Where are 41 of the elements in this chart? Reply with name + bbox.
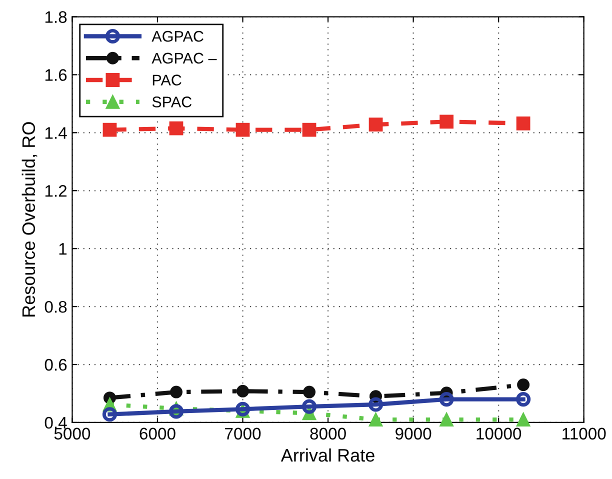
- point: [168, 404, 184, 419]
- x-tick-label: 10000: [476, 428, 522, 440]
- y-tick-label: 0.8: [44, 300, 67, 313]
- legend-label: SPAC: [152, 96, 192, 108]
- point: [303, 386, 316, 398]
- point: [368, 412, 383, 427]
- point: [302, 122, 316, 137]
- y-tick-label: 1.2: [45, 185, 67, 197]
- x-tick-label: 11000: [562, 428, 606, 440]
- legend-label: AGPAC: [152, 30, 204, 42]
- y-tick-label: 1.8: [45, 11, 67, 23]
- point: [102, 407, 118, 422]
- x-tick-label: 9000: [396, 428, 432, 440]
- y-tick-label: 1: [59, 243, 67, 255]
- point: [102, 122, 117, 137]
- x-tick-label: 8000: [310, 428, 346, 440]
- point: [439, 392, 454, 407]
- point: [236, 384, 250, 398]
- point: [302, 399, 317, 414]
- y-axis-title: Resource Overbuild, RO: [22, 122, 38, 316]
- point: [517, 378, 530, 392]
- point: [170, 386, 182, 398]
- x-tick-label: 7000: [225, 428, 261, 440]
- x-axis-title: Arrival Rate: [280, 448, 374, 462]
- point: [440, 412, 454, 427]
- point: [236, 122, 250, 137]
- y-tick-label: 1.4: [45, 127, 67, 139]
- point: [368, 397, 384, 412]
- point: [516, 116, 530, 130]
- point: [368, 118, 383, 132]
- x-tick-label: 5000: [54, 428, 90, 440]
- legend-label: AGPAC –: [152, 52, 217, 64]
- x-tick-label: 6000: [140, 428, 176, 440]
- y-tick-label: 0.4: [44, 416, 67, 429]
- point: [440, 114, 454, 129]
- y-tick-label: 0.6: [44, 358, 67, 371]
- legend-label: PAC: [152, 74, 182, 86]
- point: [516, 412, 530, 427]
- point: [169, 121, 184, 136]
- y-tick-label: 1.6: [45, 69, 67, 81]
- point: [516, 392, 531, 407]
